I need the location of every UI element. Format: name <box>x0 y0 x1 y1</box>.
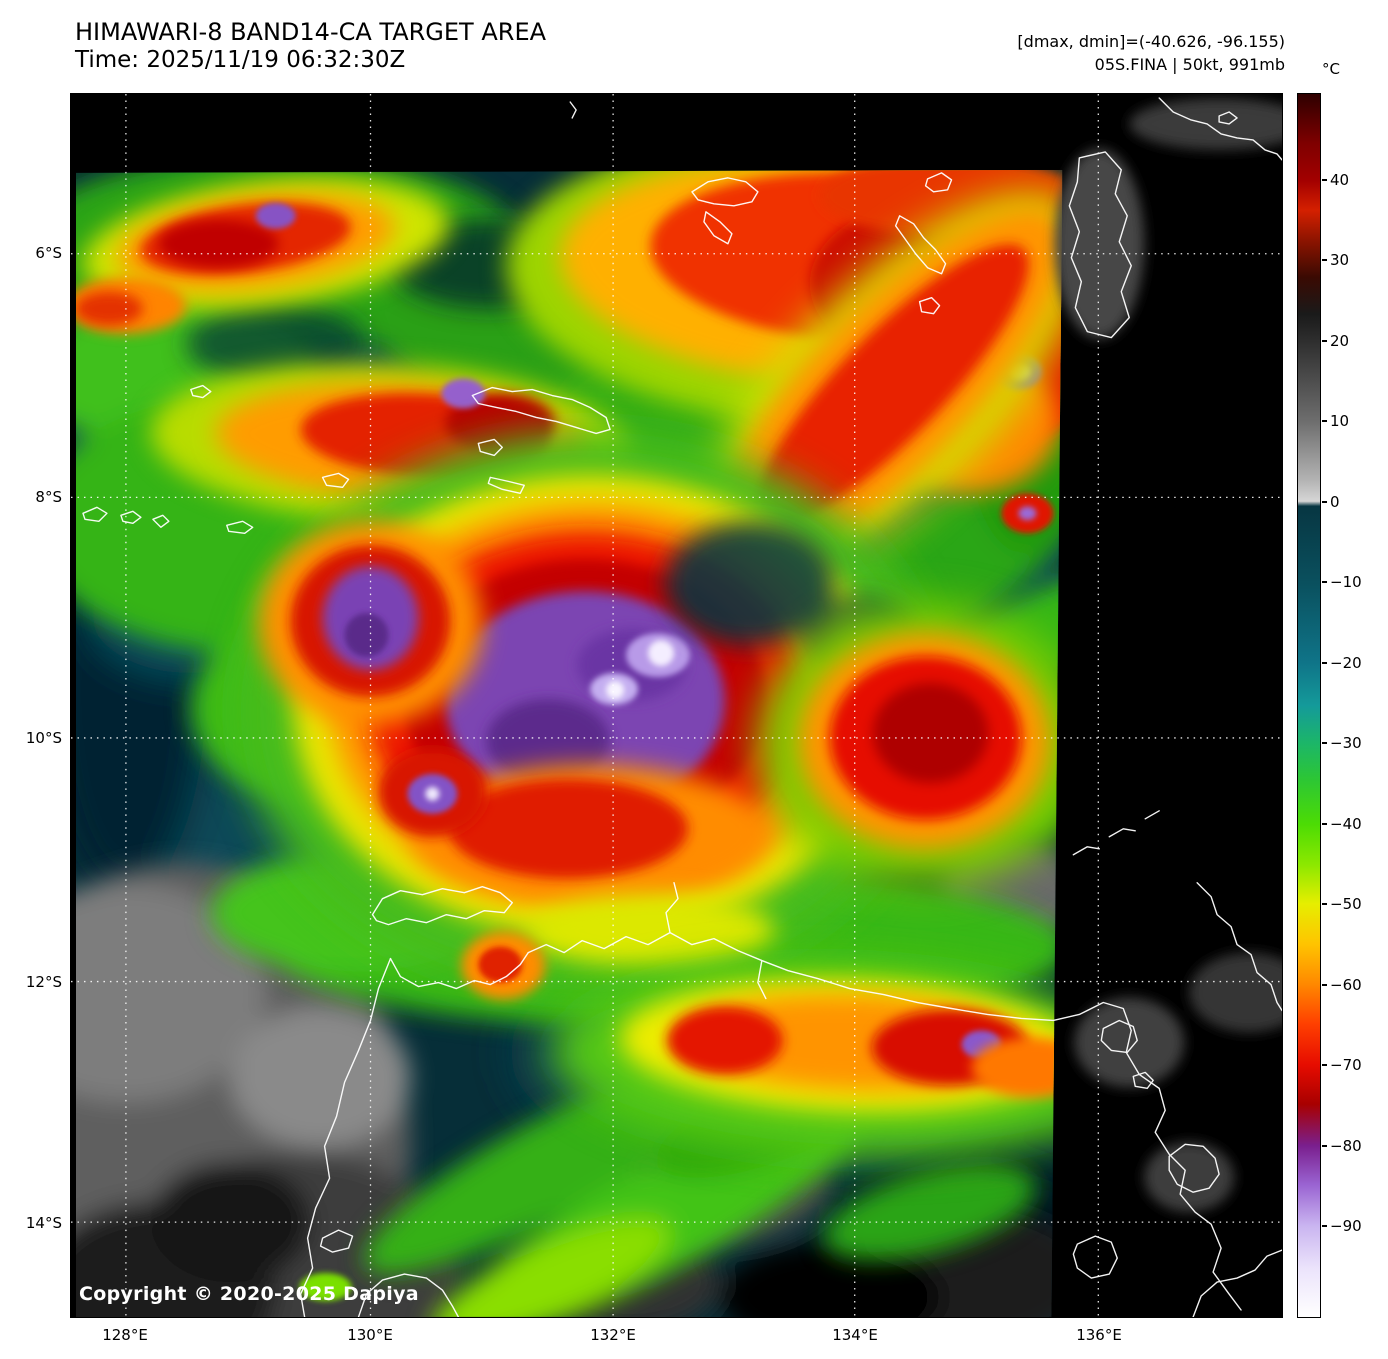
colorbar-tick: 20 <box>1321 332 1350 350</box>
colorbar-tick: −70 <box>1322 1056 1362 1074</box>
colorbar-gradient <box>1298 94 1320 1317</box>
colorbar-tick: −20 <box>1322 654 1362 672</box>
header-right: [dmax, dmin]=(-40.626, -96.155) 05S.FINA… <box>1017 30 1285 76</box>
lon-label-130e: 130°E <box>347 1326 393 1344</box>
copyright-watermark: Copyright © 2020-2025 Dapiya <box>79 1283 419 1305</box>
colorbar-unit-label: °C <box>1322 60 1340 78</box>
lat-label-14s: 14°S <box>25 1214 62 1232</box>
lon-label-128e: 128°E <box>102 1326 148 1344</box>
satellite-map: Copyright © 2020-2025 Dapiya <box>70 93 1283 1318</box>
colorbar <box>1297 93 1321 1318</box>
lat-label-6s: 6°S <box>35 244 62 262</box>
colorbar-tick: −10 <box>1322 573 1362 591</box>
lat-label-10s: 10°S <box>25 729 62 747</box>
colorbar-tick: 0 <box>1322 493 1340 511</box>
storm-info: 05S.FINA | 50kt, 991mb <box>1094 55 1285 74</box>
scan-data-region <box>75 169 1063 1317</box>
colorbar-tick: −80 <box>1322 1137 1362 1155</box>
lat-label-12s: 12°S <box>25 973 62 991</box>
colorbar-tick: 10 <box>1321 412 1350 430</box>
colorbar-tick-labels: 40 30 20 10 0 −10 −20 −30 −40 −50 −60 −7… <box>1321 93 1380 1318</box>
satellite-image <box>71 94 1282 1317</box>
colorbar-tick: −50 <box>1322 895 1362 913</box>
coastline-overlay <box>82 97 1282 1317</box>
lon-label-134e: 134°E <box>832 1326 878 1344</box>
lon-label-136e: 136°E <box>1076 1326 1122 1344</box>
page-title: HIMAWARI-8 BAND14-CA TARGET AREA <box>75 18 547 46</box>
lon-label-132e: 132°E <box>590 1326 636 1344</box>
colorbar-tick: −90 <box>1322 1217 1362 1235</box>
colorbar-tick: 40 <box>1321 171 1350 189</box>
colorbar-tick: 30 <box>1321 251 1350 269</box>
dmax-dmin-readout: [dmax, dmin]=(-40.626, -96.155) <box>1017 32 1285 51</box>
colorbar-tick: −40 <box>1322 815 1362 833</box>
colorbar-tick: −60 <box>1322 976 1362 994</box>
timestamp: Time: 2025/11/19 06:32:30Z <box>75 47 406 73</box>
graticule-gridlines <box>71 94 1282 1317</box>
colorbar-tick: −30 <box>1322 734 1362 752</box>
lat-label-8s: 8°S <box>35 488 62 506</box>
